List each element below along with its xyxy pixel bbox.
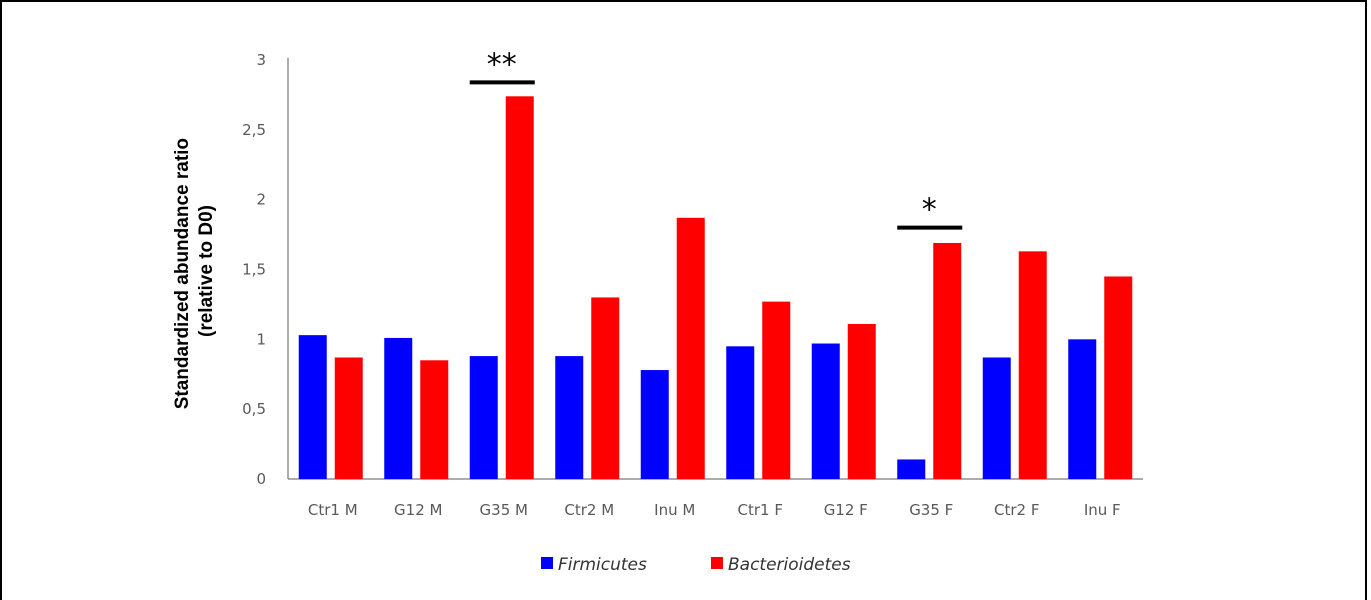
y-tick-label: 0,5 (242, 400, 266, 418)
legend-label-firmicutes: Firmicutes (558, 555, 647, 575)
y-tick-label: 1,5 (242, 261, 266, 279)
bar-bacterioidetes-ctr1-f (762, 301, 791, 479)
x-tick-label: Ctr2 M (564, 501, 614, 519)
bar-bacterioidetes-inu-f (1104, 276, 1133, 479)
significance-marker: * (922, 193, 937, 228)
legend-label-bacterioidetes: Bacterioidetes (728, 555, 851, 575)
x-tick-label: Inu F (1084, 501, 1121, 519)
significance-marker: ** (487, 47, 517, 82)
y-axis-label: Standardized abundance ratio (relative t… (172, 133, 217, 410)
significance-annotations: *** (469, 47, 963, 230)
x-tick-label: Ctr1 M (308, 501, 358, 519)
y-tick-label: 2 (256, 191, 266, 209)
bar-bacterioidetes-g35-m (505, 96, 534, 480)
y-tick-label: 0 (256, 470, 266, 488)
x-tick-label: Ctr1 F (738, 501, 783, 519)
bar-firmicutes-inu-f (1068, 339, 1097, 479)
y-tick-label: 1 (256, 330, 266, 348)
bar-firmicutes-g12-m (384, 337, 413, 479)
legend: Firmicutes Bacterioidetes (541, 555, 851, 575)
bar-firmicutes-g35-m (469, 356, 498, 479)
bar-firmicutes-g35-f (897, 459, 926, 479)
y-tick-label: 3 (256, 51, 266, 69)
bar-bacterioidetes-ctr2-f (1018, 251, 1047, 479)
x-tick-label: Ctr2 F (994, 501, 1039, 519)
bar-bacterioidetes-g12-m (420, 360, 449, 479)
bar-firmicutes-g12-f (811, 343, 840, 479)
bar-firmicutes-ctr2-m (555, 356, 584, 479)
x-tick-label: G35 M (480, 501, 528, 519)
bar-firmicutes-ctr1-m (298, 335, 327, 479)
y-axis: 0 0,5 1 1,5 2 2,5 3 (242, 51, 289, 488)
bar-bacterioidetes-g35-f (933, 242, 962, 479)
x-tick-label: G12 F (824, 501, 868, 519)
legend-swatch-bacterioidetes (711, 557, 723, 569)
y-axis-label-line-2: (relative to D0) (196, 205, 217, 337)
y-tick-label: 2,5 (242, 121, 266, 139)
x-tick-label: Inu M (654, 501, 695, 519)
bar-firmicutes-inu-m (640, 370, 669, 479)
bar-bacterioidetes-inu-m (676, 217, 705, 479)
x-axis: Ctr1 M G12 M G35 M Ctr2 M Inu M Ctr1 F G12 F G3… (288, 478, 1143, 519)
bar-firmicutes-ctr1-f (726, 346, 755, 479)
y-axis-label-line-1: Standardized abundance ratio (172, 138, 193, 409)
x-tick-label: G12 M (394, 501, 442, 519)
bar-bacterioidetes-ctr1-m (334, 357, 363, 479)
legend-swatch-firmicutes (541, 557, 553, 569)
bar-firmicutes-ctr2-f (982, 357, 1011, 479)
bars (298, 96, 1133, 480)
bar-bacterioidetes-ctr2-m (591, 297, 620, 479)
x-tick-label: G35 F (909, 501, 953, 519)
bar-bacterioidetes-g12-f (847, 323, 876, 479)
